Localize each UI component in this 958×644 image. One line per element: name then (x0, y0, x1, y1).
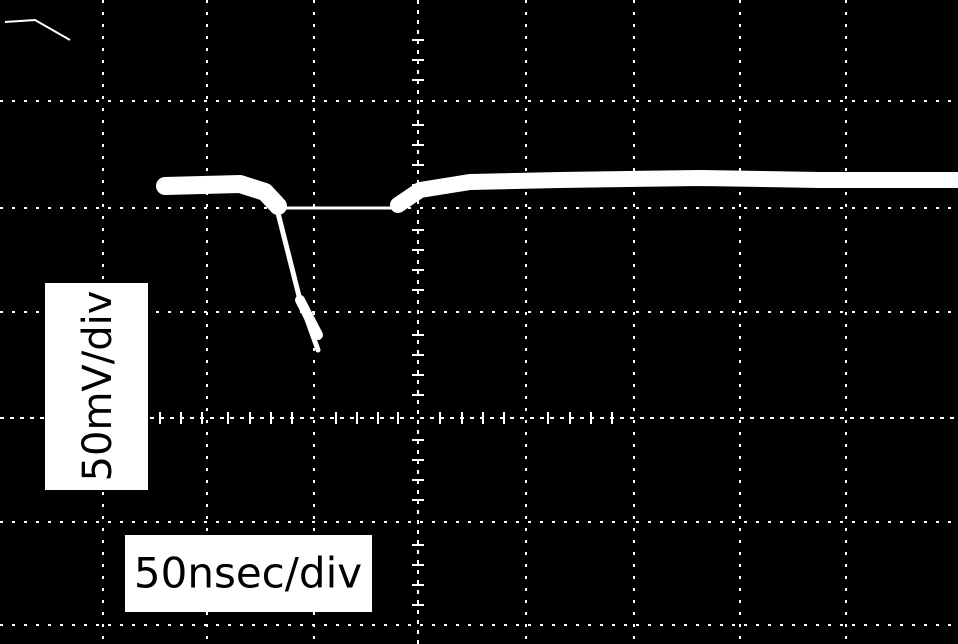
label-box (125, 535, 372, 612)
vertical-scale-text: 50mV/div (75, 291, 121, 482)
trace-fall (295, 295, 323, 340)
horizontal-scale-label: 50nsec/div (125, 535, 372, 612)
label-box (45, 283, 148, 490)
trace (156, 170, 958, 353)
trace-baseline (156, 175, 287, 215)
trace-recovery (390, 170, 958, 213)
horizontal-scale-text: 50nsec/div (134, 549, 362, 598)
vertical-scale-label: 50mV/div (45, 283, 148, 490)
axis-ticks (159, 39, 613, 606)
scratch (4, 18, 71, 41)
